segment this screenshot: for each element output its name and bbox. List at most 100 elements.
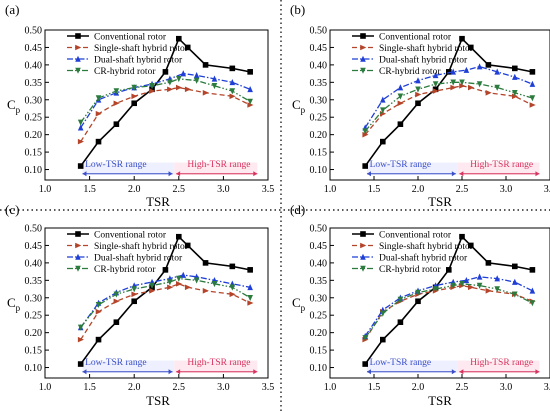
panel-a: (a) Low-TSR range High-TSR range 1.0 1.5 2.0 2… xyxy=(5,2,274,209)
data-point xyxy=(485,260,492,266)
data-point xyxy=(131,286,137,293)
y-tick-label: 0.15 xyxy=(310,148,328,159)
data-point xyxy=(450,282,456,289)
legend-label: Single-shaft hybrid rotor xyxy=(94,241,189,252)
data-point xyxy=(75,242,82,249)
series-line xyxy=(364,85,533,136)
high-tsr-arrowhead-right xyxy=(253,369,258,375)
high-tsr-arrowhead-right xyxy=(535,369,540,375)
data-point xyxy=(180,70,187,77)
data-point xyxy=(380,96,386,103)
data-point xyxy=(247,98,253,105)
series-conventional xyxy=(362,233,536,367)
data-point xyxy=(512,89,518,97)
high-tsr-band xyxy=(457,162,540,175)
series-line xyxy=(364,65,533,129)
data-point xyxy=(468,284,475,291)
x-tick-label: 3.5 xyxy=(262,382,275,393)
panel-label: (a) xyxy=(5,2,19,17)
low-tsr-range-label: Low-TSR range xyxy=(85,358,146,368)
x-tick-label: 1.0 xyxy=(39,382,52,393)
data-point xyxy=(211,83,218,90)
data-point xyxy=(77,324,84,331)
series-conventional xyxy=(77,35,253,169)
data-point xyxy=(77,163,84,169)
legend-label: Conventional rotor xyxy=(94,33,167,43)
series-dual xyxy=(77,70,253,131)
data-point xyxy=(167,279,173,286)
data-point xyxy=(229,93,236,100)
data-point xyxy=(459,83,466,89)
low-tsr-arrowhead-left xyxy=(366,369,371,375)
y-axis-label-subscript: p xyxy=(16,105,21,115)
data-point xyxy=(476,273,483,280)
series-single xyxy=(77,84,254,145)
legend-label: Single-shaft hybrid rotor xyxy=(94,43,189,54)
y-tick-label: 0.20 xyxy=(25,328,43,339)
y-tick-label: 0.35 xyxy=(25,276,43,287)
data-point xyxy=(113,88,120,95)
data-point xyxy=(247,69,253,75)
data-point xyxy=(397,121,404,127)
series-cr xyxy=(77,275,253,331)
data-point xyxy=(476,81,483,88)
series-line xyxy=(364,276,533,337)
data-point xyxy=(211,75,218,82)
x-tick-label: 1.0 xyxy=(39,184,52,195)
data-point xyxy=(459,35,465,42)
x-tick-label: 3.0 xyxy=(500,184,513,195)
series-conventional xyxy=(362,35,536,169)
x-tick-label: 3.5 xyxy=(262,184,275,195)
high-tsr-band xyxy=(457,360,540,373)
data-point xyxy=(362,131,369,138)
y-tick-label: 0.10 xyxy=(310,363,328,374)
x-tick-label: 2.0 xyxy=(128,184,141,195)
low-tsr-range-label: Low-TSR range xyxy=(370,160,431,170)
y-tick-label: 0.10 xyxy=(25,165,43,176)
legend-label: CR-hybrid rotor xyxy=(94,67,156,77)
y-tick-label: 0.45 xyxy=(25,241,43,252)
high-tsr-arrowhead-left xyxy=(176,171,181,177)
data-point xyxy=(360,67,366,74)
data-point xyxy=(494,84,500,91)
data-point xyxy=(202,260,209,266)
data-point xyxy=(95,138,102,145)
high-tsr-arrowhead-left xyxy=(459,171,464,177)
data-point xyxy=(360,55,366,62)
high-tsr-arrowhead-left xyxy=(459,369,464,375)
series-line xyxy=(80,277,251,328)
y-tick-label: 0.25 xyxy=(310,113,328,124)
data-point xyxy=(113,100,120,107)
low-tsr-arrowhead-right xyxy=(168,171,173,177)
data-point xyxy=(360,253,366,260)
data-point xyxy=(184,44,191,51)
data-point xyxy=(95,308,102,315)
high-tsr-range-label: High-TSR range xyxy=(470,160,533,170)
data-point xyxy=(247,102,254,108)
legend-label: Conventional rotor xyxy=(379,231,452,241)
plot-frame xyxy=(329,227,550,379)
legend-label: Conventional rotor xyxy=(94,231,167,241)
panel-c: (c) Low-TSR range High-TSR range 1.0 1.5 2.0 2… xyxy=(5,202,274,408)
low-tsr-arrowhead-right xyxy=(168,369,173,375)
data-point xyxy=(512,278,518,285)
data-point xyxy=(211,281,218,288)
y-axis-label-subscript: p xyxy=(16,303,21,313)
data-point xyxy=(75,253,81,260)
data-point xyxy=(77,119,84,126)
data-point xyxy=(446,267,452,273)
high-tsr-arrowhead-right xyxy=(535,171,540,177)
legend-label: Dual-shaft hybrid rotor xyxy=(379,253,468,264)
y-tick-label: 0.50 xyxy=(25,26,43,37)
y-tick-label: 0.45 xyxy=(310,43,328,54)
data-point xyxy=(485,89,492,96)
data-point xyxy=(485,62,492,68)
data-point xyxy=(432,286,439,293)
data-point xyxy=(529,300,536,307)
y-tick-label: 0.50 xyxy=(25,224,43,235)
data-point xyxy=(397,100,404,107)
data-point xyxy=(432,86,439,93)
low-tsr-arrowhead-right xyxy=(451,171,456,177)
x-axis-label: TSR xyxy=(428,194,452,209)
